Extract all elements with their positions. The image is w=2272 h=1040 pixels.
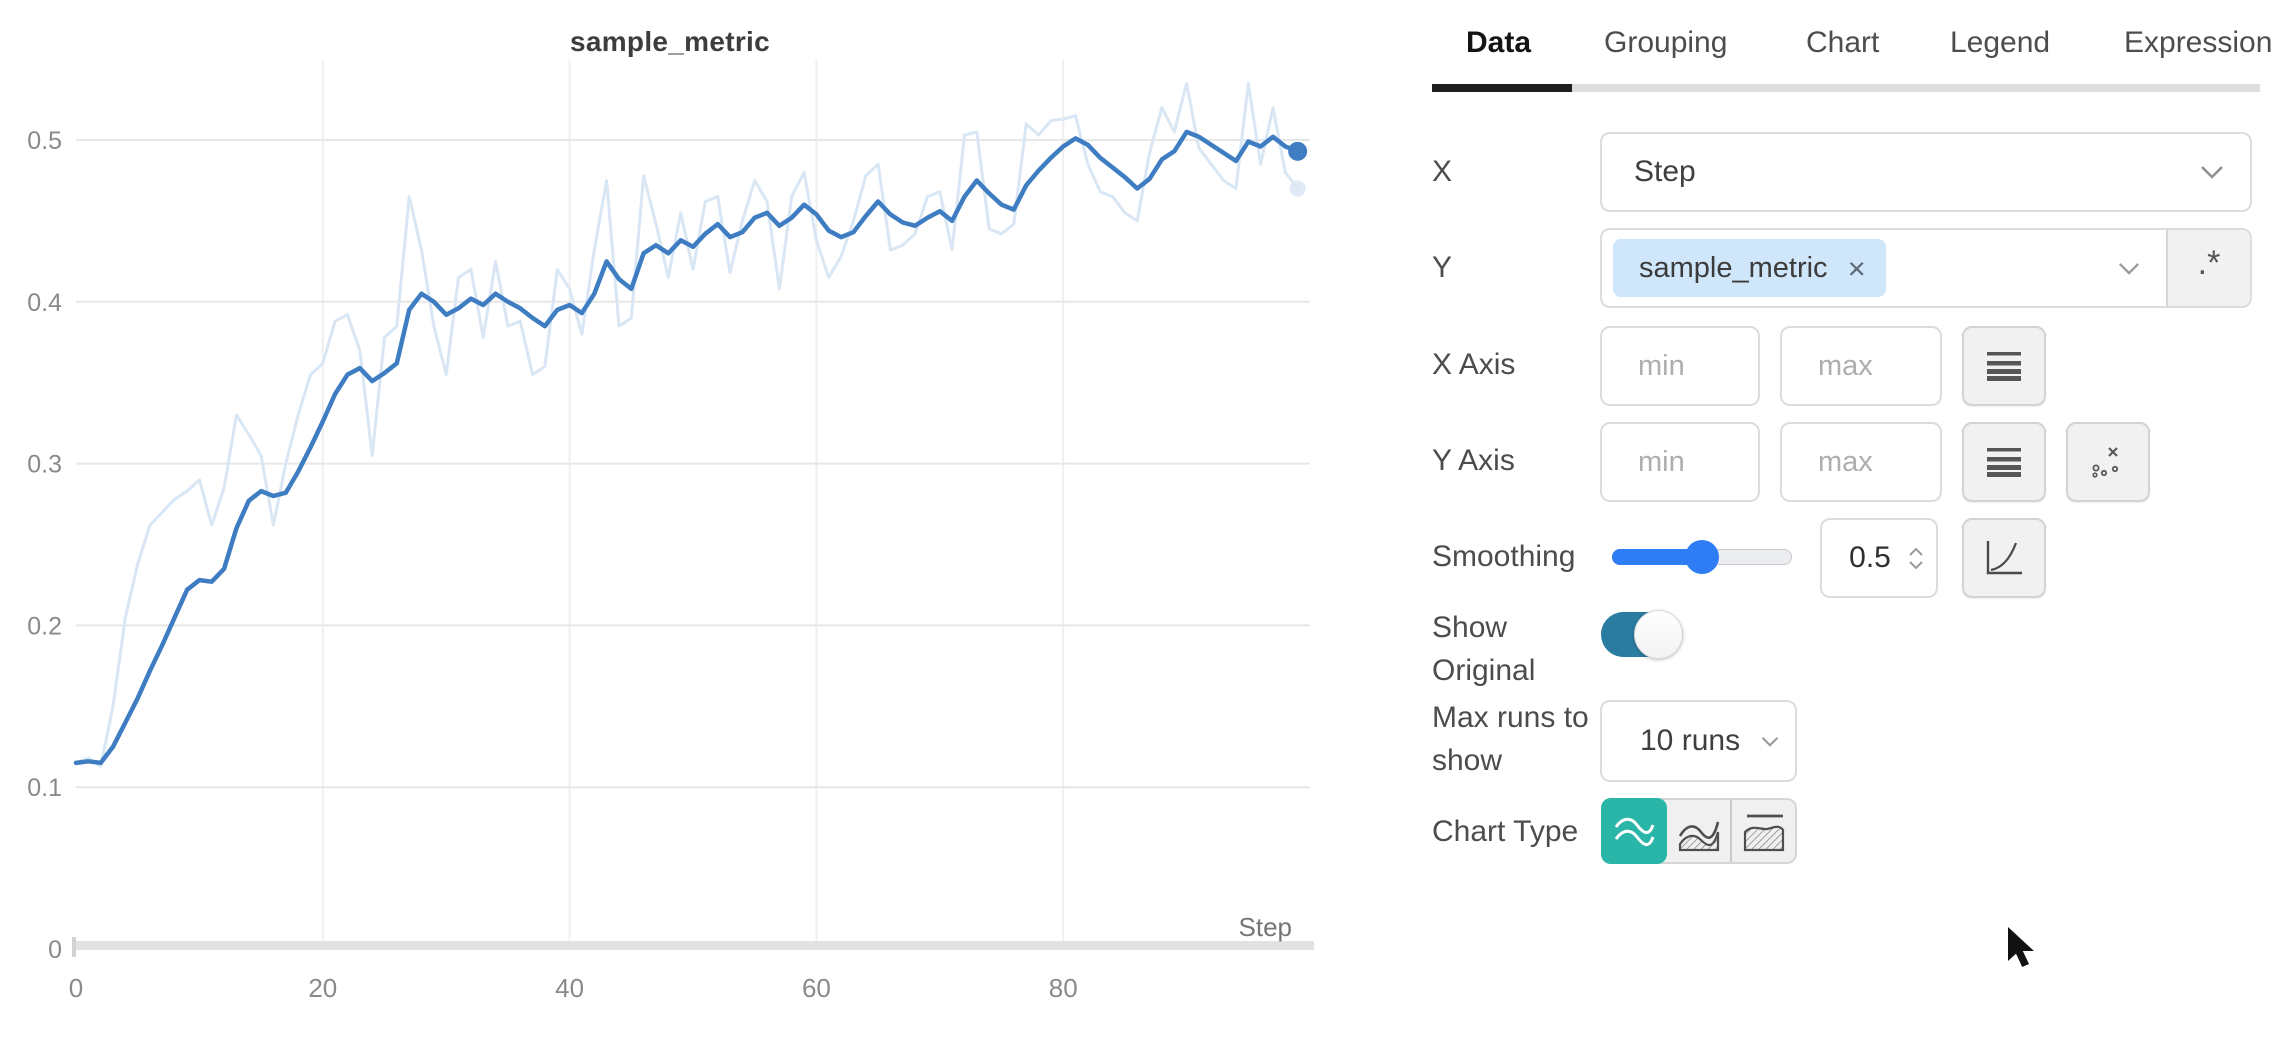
y-tick-label: 0.3 xyxy=(27,451,62,479)
chevron-down-icon xyxy=(1909,560,1923,569)
x-tick-label: 60 xyxy=(802,973,831,1003)
x-select[interactable]: Step xyxy=(1600,132,2252,212)
chart-type-minmax-button[interactable] xyxy=(1732,800,1795,862)
smoothing-curve-icon xyxy=(1986,541,2022,575)
metric-chart-canvas[interactable]: 0 0.1 0.2 0.3 0.4 0.5 0 20 40 60 80 Step xyxy=(0,0,1340,1040)
smoothing-value-input[interactable]: 0.5 xyxy=(1820,518,1938,598)
active-tab-indicator xyxy=(1432,84,1572,92)
series-line-original xyxy=(74,81,1300,768)
y-select[interactable]: sample_metric × .* xyxy=(1600,228,2252,308)
y-metric-tag: sample_metric × xyxy=(1613,239,1886,297)
series-endpoint-dot-smoothed xyxy=(1288,141,1308,161)
smoothing-label: Smoothing xyxy=(1432,540,1576,573)
x-select-value: Step xyxy=(1634,155,1696,188)
tab-grouping[interactable]: Grouping xyxy=(1604,26,1728,59)
x-field-label: X xyxy=(1432,155,1453,188)
regex-toggle-button[interactable]: .* xyxy=(2166,230,2250,306)
chart-type-group xyxy=(1601,798,1797,864)
y-axis-max-input[interactable] xyxy=(1780,422,1942,502)
x-axis-origin-tick xyxy=(72,937,76,957)
series-endpoint-dot-original xyxy=(1289,180,1306,197)
slider-knob[interactable] xyxy=(1685,540,1719,574)
y-field-label: Y xyxy=(1432,251,1453,284)
y-tick-label: 0.5 xyxy=(27,127,62,155)
x-tick-label: 20 xyxy=(308,973,337,1003)
chevron-down-icon xyxy=(2119,262,2139,275)
tab-bar-divider xyxy=(1432,84,2260,92)
x-axis-bar xyxy=(72,941,1314,950)
y-axis-min-input[interactable] xyxy=(1600,422,1760,502)
x-tick-label: 40 xyxy=(555,973,584,1003)
chevron-down-icon xyxy=(2201,166,2223,179)
area-chart-icon xyxy=(1678,821,1719,852)
y-select-values: sample_metric × xyxy=(1602,230,2166,306)
log-scale-icon xyxy=(1987,448,2021,477)
smoothing-value: 0.5 xyxy=(1849,541,1891,574)
max-runs-select[interactable]: 10 runs xyxy=(1600,700,1797,782)
y-tick-label: 0.2 xyxy=(27,612,62,640)
x-axis-max-input[interactable] xyxy=(1780,326,1942,406)
chart-type-label: Chart Type xyxy=(1432,815,1579,848)
stepper-arrows[interactable] xyxy=(1908,547,1924,570)
chevron-up-icon xyxy=(1909,547,1923,556)
outliers-icon xyxy=(2092,447,2119,478)
tab-legend[interactable]: Legend xyxy=(1950,26,2051,59)
ignore-outliers-button[interactable] xyxy=(2066,422,2150,502)
remove-metric-icon[interactable]: × xyxy=(1847,250,1866,286)
chart-title: sample_metric xyxy=(569,26,770,57)
x-tick-label: 80 xyxy=(1049,973,1078,1003)
x-tick-label: 0 xyxy=(69,973,83,1003)
log-scale-icon xyxy=(1987,352,2021,381)
y-tick-label: 0.1 xyxy=(27,774,62,802)
chart-type-area-button[interactable] xyxy=(1667,800,1732,862)
x-axis-log-scale-button[interactable] xyxy=(1962,326,2046,406)
tab-expressions[interactable]: Expressions xyxy=(2124,26,2272,59)
mouse-cursor xyxy=(2006,925,2038,969)
slider-fill xyxy=(1612,549,1702,565)
x-axis-label: X Axis xyxy=(1432,348,1516,381)
tab-chart[interactable]: Chart xyxy=(1806,26,1880,59)
line-chart-icon xyxy=(1614,817,1655,846)
y-metric-tag-label: sample_metric xyxy=(1639,251,1828,284)
toggle-knob xyxy=(1634,610,1683,659)
chart-type-line-button[interactable] xyxy=(1601,798,1667,864)
max-runs-label: Max runs to show xyxy=(1432,701,1589,777)
max-runs-value: 10 runs xyxy=(1640,724,1741,757)
y-axis-label: Y Axis xyxy=(1432,444,1515,477)
tab-data[interactable]: Data xyxy=(1466,26,1532,59)
y-tick-label: 0 xyxy=(48,936,62,964)
minmax-chart-icon xyxy=(1743,814,1784,852)
show-original-toggle[interactable] xyxy=(1601,610,1683,659)
show-original-label: Show Original xyxy=(1432,611,1536,687)
chevron-down-icon xyxy=(1761,736,1779,747)
series-line-smoothed xyxy=(73,129,1300,766)
x-axis-min-input[interactable] xyxy=(1600,326,1760,406)
y-axis-log-scale-button[interactable] xyxy=(1962,422,2046,502)
y-tick-label: 0.4 xyxy=(27,289,62,317)
x-axis-title: Step xyxy=(1239,912,1293,942)
smoothing-type-button[interactable] xyxy=(1962,518,2046,598)
smoothing-slider[interactable] xyxy=(1612,540,1792,574)
